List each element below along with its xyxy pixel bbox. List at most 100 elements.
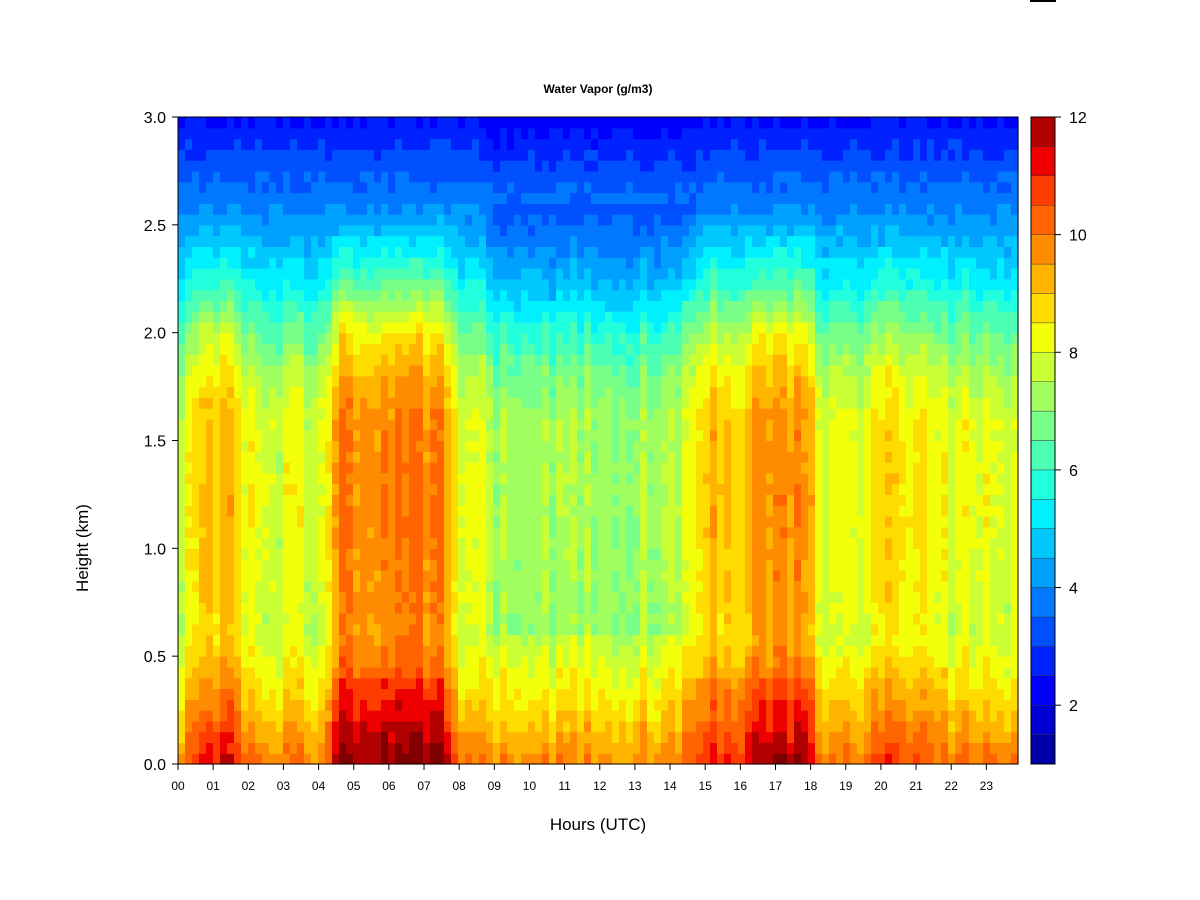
heatmap-cell bbox=[619, 397, 627, 409]
heatmap-cell bbox=[675, 472, 683, 485]
heatmap-cell bbox=[640, 138, 648, 150]
heatmap-cell bbox=[731, 408, 739, 420]
heatmap-cell bbox=[500, 688, 508, 700]
heatmap-cell bbox=[682, 127, 690, 140]
heatmap-cell bbox=[199, 203, 207, 215]
heatmap-cell bbox=[584, 472, 592, 485]
heatmap-cell bbox=[731, 666, 739, 679]
heatmap-cell bbox=[374, 710, 382, 722]
heatmap-cell bbox=[717, 742, 725, 754]
heatmap-cell bbox=[416, 515, 424, 528]
heatmap-cell bbox=[682, 429, 690, 442]
heatmap-cell bbox=[731, 429, 739, 442]
heatmap-cell bbox=[227, 580, 235, 593]
heatmap-cell bbox=[710, 505, 718, 517]
heatmap-cell bbox=[430, 462, 438, 474]
heatmap-cell bbox=[325, 613, 333, 625]
heatmap-cell bbox=[570, 257, 578, 269]
heatmap-cell bbox=[290, 451, 298, 463]
heatmap-cell bbox=[269, 397, 277, 409]
heatmap-cell bbox=[535, 138, 543, 150]
heatmap-cell bbox=[423, 742, 431, 754]
heatmap-cell bbox=[598, 321, 606, 334]
heatmap-cell bbox=[241, 494, 249, 506]
heatmap-cell bbox=[717, 526, 725, 539]
heatmap-cell bbox=[297, 311, 305, 323]
heatmap-cell bbox=[696, 332, 704, 345]
heatmap-cell bbox=[276, 332, 284, 345]
heatmap-cell bbox=[381, 720, 389, 733]
heatmap-cell bbox=[192, 397, 200, 409]
heatmap-cell bbox=[283, 569, 291, 582]
heatmap-cell bbox=[479, 526, 487, 539]
heatmap-cell bbox=[710, 257, 718, 269]
heatmap-cell bbox=[675, 494, 683, 506]
heatmap-cell bbox=[255, 494, 263, 506]
heatmap-cell bbox=[584, 246, 592, 258]
heatmap-cell bbox=[605, 127, 613, 140]
heatmap-cell bbox=[213, 656, 221, 668]
heatmap-cell bbox=[661, 440, 669, 452]
heatmap-cell bbox=[220, 666, 228, 679]
heatmap-cell bbox=[528, 170, 536, 183]
heatmap-cell bbox=[500, 656, 508, 668]
heatmap-cell bbox=[269, 548, 277, 560]
heatmap-cell bbox=[234, 365, 242, 377]
heatmap-cell bbox=[178, 170, 186, 183]
heatmap-cell bbox=[556, 515, 564, 528]
heatmap-cell bbox=[304, 214, 312, 226]
heatmap-cell bbox=[178, 731, 186, 744]
heatmap-cell bbox=[360, 462, 368, 474]
heatmap-cell bbox=[738, 127, 746, 140]
heatmap-cell bbox=[437, 742, 445, 754]
heatmap-cell bbox=[661, 354, 669, 366]
heatmap-cell bbox=[556, 580, 564, 593]
heatmap-cell bbox=[311, 203, 319, 215]
heatmap-cell bbox=[269, 235, 277, 247]
heatmap-cell bbox=[367, 203, 375, 215]
heatmap-cell bbox=[563, 192, 571, 204]
heatmap-cell bbox=[675, 267, 683, 280]
heatmap-cell bbox=[668, 311, 676, 323]
heatmap-cell bbox=[724, 311, 732, 323]
heatmap-cell bbox=[514, 472, 522, 485]
heatmap-cell bbox=[682, 311, 690, 323]
heatmap-cell bbox=[605, 214, 613, 226]
heatmap-cell bbox=[556, 710, 564, 722]
heatmap-cell bbox=[500, 267, 508, 280]
heatmap-cell bbox=[283, 332, 291, 345]
heatmap-cell bbox=[486, 548, 494, 560]
heatmap-cell bbox=[353, 742, 361, 754]
heatmap-cell bbox=[549, 397, 557, 409]
heatmap-cell bbox=[437, 634, 445, 646]
heatmap-cell bbox=[752, 138, 760, 150]
heatmap-cell bbox=[374, 666, 382, 679]
heatmap-cell bbox=[500, 365, 508, 377]
heatmap-cell bbox=[703, 623, 711, 636]
heatmap-cell bbox=[752, 300, 760, 312]
heatmap-cell bbox=[192, 160, 200, 172]
heatmap-cell bbox=[465, 677, 473, 690]
heatmap-cell bbox=[241, 645, 249, 657]
heatmap-cell bbox=[689, 397, 697, 409]
heatmap-cell bbox=[745, 580, 753, 593]
heatmap-cell bbox=[311, 440, 319, 452]
heatmap-cell bbox=[654, 451, 662, 463]
heatmap-cell bbox=[178, 127, 186, 140]
heatmap-cell bbox=[493, 472, 501, 485]
heatmap-cell bbox=[276, 656, 284, 668]
heatmap-cell bbox=[416, 343, 424, 355]
heatmap-cell bbox=[731, 602, 739, 614]
heatmap-cell bbox=[395, 526, 403, 539]
heatmap-cell bbox=[451, 127, 459, 140]
heatmap-cell bbox=[416, 602, 424, 614]
heatmap-cell bbox=[360, 138, 368, 150]
heatmap-cell bbox=[276, 472, 284, 485]
heatmap-cell bbox=[528, 246, 536, 258]
heatmap-cell bbox=[500, 332, 508, 345]
heatmap-cell bbox=[276, 235, 284, 247]
heatmap-cell bbox=[199, 591, 207, 603]
heatmap-cell bbox=[290, 613, 298, 625]
heatmap-cell bbox=[717, 386, 725, 398]
heatmap-cell bbox=[353, 613, 361, 625]
